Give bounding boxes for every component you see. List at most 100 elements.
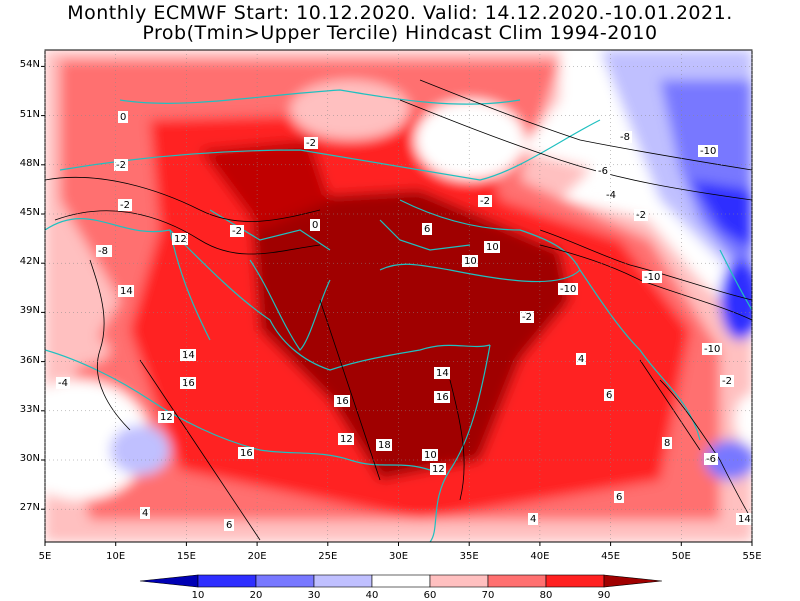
svg-text:-2: -2 — [722, 376, 732, 387]
contour-label: -10 — [698, 145, 718, 157]
colorbar-swatch — [255, 574, 315, 588]
contour-label: 8 — [662, 437, 672, 449]
contour-label: -2 — [720, 375, 734, 387]
colorbar-swatch — [545, 574, 605, 588]
contour-label: 6 — [422, 223, 432, 235]
contour-label: 12 — [172, 233, 188, 245]
contour-label: 12 — [430, 463, 446, 475]
contour-labels: 0 -2 -2 -2 -2 0 12 14 14 16 16 18 16 14 … — [56, 111, 752, 531]
svg-text:-10: -10 — [560, 284, 576, 295]
colorbar-swatch — [197, 574, 257, 588]
svg-text:10: 10 — [424, 450, 437, 461]
contour-label: 14 — [180, 349, 196, 361]
lon-label: 30E — [388, 551, 409, 562]
svg-text:4: 4 — [142, 508, 148, 519]
contour-label: -6 — [704, 453, 718, 465]
svg-text:0: 0 — [312, 220, 318, 231]
contour-label: -10 — [702, 343, 722, 355]
lat-label: 39N — [19, 305, 40, 317]
colorbar-label: 60 — [423, 590, 437, 601]
contour-label: 4 — [528, 513, 538, 525]
colorbar-label: 40 — [365, 590, 379, 601]
contour-label: 10 — [484, 241, 500, 253]
colorbar-label: 70 — [481, 590, 495, 601]
contour-label: 16 — [238, 447, 254, 459]
lat-label: 45N — [19, 207, 40, 218]
anomaly-contours — [45, 79, 752, 541]
lon-label: 5E — [38, 551, 52, 562]
svg-text:-10: -10 — [644, 272, 660, 283]
contour-label: 12 — [338, 433, 354, 445]
svg-text:-4: -4 — [58, 378, 68, 389]
colorbar-swatch — [139, 574, 199, 588]
map-title: Monthly ECMWF Start: 10.12.2020. Valid: … — [67, 2, 733, 24]
svg-text:6: 6 — [226, 520, 232, 531]
colorbar-swatch — [487, 574, 547, 588]
svg-text:16: 16 — [182, 378, 195, 389]
svg-text:6: 6 — [606, 390, 612, 401]
contour-label: -2 — [304, 137, 318, 149]
lat-label: 42N — [19, 256, 40, 268]
svg-text:-2: -2 — [480, 196, 490, 207]
svg-text:-4: -4 — [606, 190, 616, 201]
lon-label: 50E — [671, 551, 691, 562]
svg-text:-2: -2 — [116, 160, 126, 171]
svg-text:6: 6 — [424, 224, 430, 235]
svg-text:14: 14 — [436, 368, 449, 379]
svg-text:-2: -2 — [636, 210, 646, 221]
svg-text:-10: -10 — [704, 344, 720, 355]
contour-label: -6 — [596, 165, 610, 177]
contour-label: -10 — [558, 283, 578, 295]
svg-text:0: 0 — [120, 112, 126, 123]
lat-label: 33N — [19, 403, 40, 415]
lon-label: 20E — [247, 551, 267, 562]
contour-label: -2 — [230, 225, 244, 237]
lon-label: 10E — [106, 551, 126, 562]
lat-label: 48N — [19, 157, 40, 169]
colorbar-swatch — [371, 574, 431, 588]
svg-text:16: 16 — [336, 396, 349, 407]
svg-text:-6: -6 — [706, 454, 716, 465]
lon-label: 45E — [601, 551, 621, 562]
contour-label: -8 — [618, 131, 632, 143]
contour-label: 6 — [604, 389, 614, 401]
lat-label: 30N — [19, 453, 40, 464]
svg-text:4: 4 — [530, 514, 536, 525]
svg-text:14: 14 — [738, 514, 751, 525]
lon-label: 25E — [318, 551, 338, 562]
svg-text:12: 12 — [340, 434, 353, 445]
contour-label: 16 — [334, 395, 350, 407]
map-subtitle: Prob(Tmin>Upper Tercile) Hindcast Clim 1… — [142, 22, 658, 44]
lat-label: 36N — [19, 354, 40, 366]
contour-label: 10 — [422, 449, 438, 461]
contour-label: 16 — [180, 377, 196, 389]
contour-label: 0 — [118, 111, 128, 123]
contour-label: 14 — [118, 285, 134, 297]
svg-text:-2: -2 — [306, 138, 316, 149]
contour-label: -2 — [634, 209, 648, 221]
svg-text:4: 4 — [578, 354, 584, 365]
contour-label: 0 — [310, 219, 320, 231]
colorbar-label: 10 — [191, 590, 205, 601]
lon-label: 15E — [176, 551, 196, 562]
svg-text:-10: -10 — [700, 146, 716, 157]
svg-text:16: 16 — [436, 392, 449, 403]
contour-label: 4 — [576, 353, 586, 365]
svg-text:12: 12 — [174, 234, 187, 245]
contour-label: 16 — [434, 391, 450, 403]
svg-text:16: 16 — [240, 448, 253, 459]
svg-text:-2: -2 — [522, 312, 532, 323]
contour-label: -4 — [604, 189, 618, 201]
svg-text:14: 14 — [120, 286, 133, 297]
lat-label: 51N — [19, 108, 40, 120]
contour-label: 14 — [434, 367, 450, 379]
svg-text:-2: -2 — [232, 226, 242, 237]
contour-label: -10 — [642, 271, 662, 283]
contour-label: -2 — [118, 199, 132, 211]
contour-label: -8 — [96, 245, 112, 257]
svg-text:10: 10 — [486, 242, 499, 253]
lon-label: 40E — [530, 551, 550, 562]
contour-label: 4 — [140, 507, 150, 519]
contour-label: -4 — [56, 377, 70, 389]
